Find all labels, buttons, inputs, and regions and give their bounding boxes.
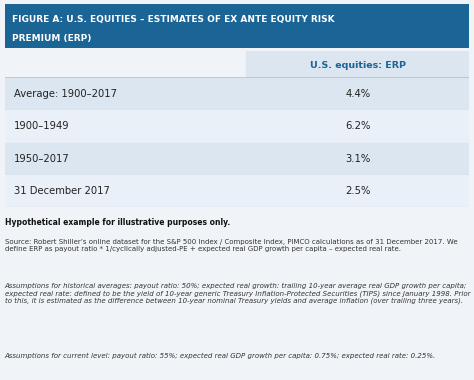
Bar	[5, 78, 246, 110]
Text: Average: 1900–2017: Average: 1900–2017	[14, 89, 117, 99]
Bar	[5, 110, 246, 142]
Bar	[246, 78, 469, 110]
Text: PREMIUM (ERP): PREMIUM (ERP)	[12, 33, 91, 43]
Text: Assumptions for current level: payout ratio: 55%; expected real GDP growth per c: Assumptions for current level: payout ra…	[5, 353, 436, 359]
Bar	[246, 142, 469, 175]
Text: Source: Robert Shiller’s online dataset for the S&P 500 Index / Composite Index,: Source: Robert Shiller’s online dataset …	[5, 239, 457, 252]
Bar	[246, 110, 469, 142]
Text: 1900–1949: 1900–1949	[14, 121, 70, 131]
Text: 4.4%: 4.4%	[345, 89, 370, 99]
Bar	[5, 175, 246, 207]
Bar	[246, 51, 469, 78]
Text: 2.5%: 2.5%	[345, 186, 371, 196]
Bar	[5, 142, 246, 175]
Text: FIGURE A: U.S. EQUITIES – ESTIMATES OF EX ANTE EQUITY RISK: FIGURE A: U.S. EQUITIES – ESTIMATES OF E…	[12, 15, 334, 24]
Bar	[246, 175, 469, 207]
Text: U.S. equities: ERP: U.S. equities: ERP	[310, 62, 406, 70]
Text: Hypothetical example for illustrative purposes only.: Hypothetical example for illustrative pu…	[5, 218, 230, 227]
Text: 3.1%: 3.1%	[345, 154, 370, 164]
Text: 31 December 2017: 31 December 2017	[14, 186, 110, 196]
Text: 6.2%: 6.2%	[345, 121, 371, 131]
Text: Assumptions for historical averages: payout ratio: 50%; expected real growth: tr: Assumptions for historical averages: pay…	[5, 283, 470, 304]
Text: 1950–2017: 1950–2017	[14, 154, 70, 164]
